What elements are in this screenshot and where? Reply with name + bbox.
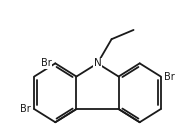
Text: Br: Br <box>164 72 175 82</box>
Text: Br: Br <box>41 58 52 68</box>
Text: N: N <box>94 58 101 68</box>
Text: Br: Br <box>20 104 31 114</box>
